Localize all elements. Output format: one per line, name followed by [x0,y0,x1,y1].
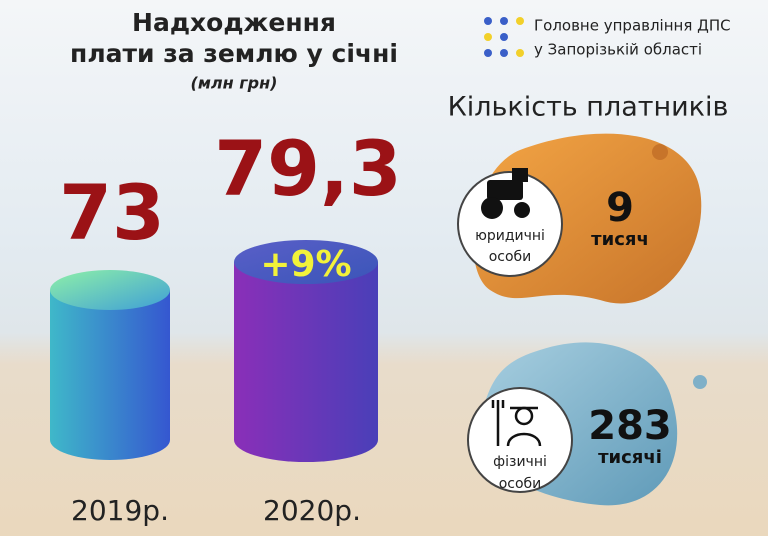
count-unit: тисячі [598,447,662,468]
farmer-icon [491,400,542,447]
group-label: особи [499,476,542,492]
year: 2019р. [71,494,169,527]
cylinder [50,270,170,460]
icon-circle [457,171,563,277]
icon-circle [467,387,573,493]
unit: (млн грн) [191,74,278,93]
count: 283 [588,403,672,449]
payers-title: Кількість платників [448,92,729,123]
cylinder [234,240,378,462]
blob-dot [652,144,668,160]
group-label: особи [489,249,532,265]
amount: 79,3 [214,124,402,213]
year: 2020р. [263,494,361,527]
group-label: фізичні [493,454,547,470]
group-label: юридичні [475,228,545,244]
title: Надходження [132,8,336,37]
amount: 73 [59,168,165,257]
tractor-icon [481,168,530,219]
count-unit: тисяч [591,229,649,250]
logo-text: у Запорізькій області [534,41,702,59]
logo-text: Головне управління ДПС [534,17,731,35]
count: 9 [606,185,634,231]
change: +9% [260,244,351,285]
logo-dots [484,17,524,57]
blob-dot [693,375,707,389]
title: плати за землю у січні [70,39,398,68]
